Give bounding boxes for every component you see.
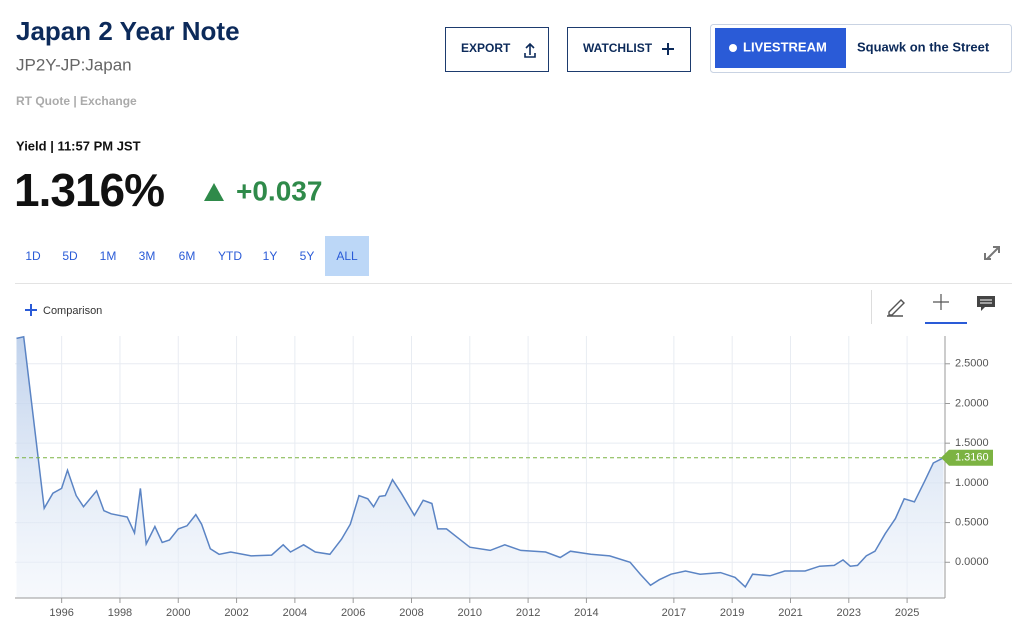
x-tick-label: 2025 <box>895 607 919 619</box>
expand-icon[interactable] <box>984 246 1000 260</box>
crosshair-icon[interactable] <box>933 294 949 310</box>
show-name: Squawk on the Street <box>857 39 990 54</box>
up-arrow <box>204 183 224 201</box>
watchlist-button[interactable]: WATCHLIST <box>567 27 691 72</box>
range-label: 1Y <box>263 249 278 263</box>
x-tick-label: 2014 <box>574 607 598 619</box>
button-label: WATCHLIST <box>583 41 653 55</box>
range-button[interactable]: YTD <box>218 249 242 263</box>
current-value-label: 1.3160 <box>955 452 989 464</box>
y-tick-label: 2.0000 <box>955 397 989 409</box>
livestream-label: LIVESTREAM <box>743 39 827 54</box>
line <box>16 335 944 589</box>
range-label: 1M <box>100 249 117 263</box>
y-tick-label: 0.5000 <box>955 516 989 528</box>
range-button[interactable]: 1D <box>25 249 41 263</box>
range-label: 5D <box>62 249 78 263</box>
button-label: EXPORT <box>461 41 511 55</box>
area <box>16 336 944 598</box>
y-tick-label: 1.0000 <box>955 477 989 489</box>
range-label: 3M <box>139 249 156 263</box>
x-tick-label: 1996 <box>49 607 73 619</box>
range-button[interactable]: ALL <box>325 236 369 276</box>
range-label: 6M <box>179 249 196 263</box>
x-tick-label: 1998 <box>108 607 132 619</box>
current-value-tag <box>941 449 993 466</box>
change: +0.037 <box>236 175 322 206</box>
x-tick-label: 2010 <box>458 607 482 619</box>
y-tick-label: 1.5000 <box>955 437 989 449</box>
x-tick-label: 2021 <box>778 607 802 619</box>
range-button[interactable]: 5Y <box>300 249 315 263</box>
x-tick-label: 2000 <box>166 607 190 619</box>
range-label: YTD <box>218 249 242 263</box>
comment-lines <box>980 299 992 304</box>
comparison-button[interactable]: Comparison <box>25 304 102 317</box>
range-button[interactable]: 1M <box>100 249 117 263</box>
range-label: ALL <box>336 249 358 263</box>
symbol: JP2Y-JP:Japan <box>16 55 132 74</box>
plus-icon <box>662 43 674 55</box>
button-frame <box>445 27 549 72</box>
range-button[interactable]: 1Y <box>263 249 278 263</box>
live-dot <box>729 44 737 52</box>
livestream-widget[interactable]: LIVESTREAM Squawk on the Street <box>710 24 1012 73</box>
x-tick-label: 2017 <box>662 607 686 619</box>
y-tick-label: 2.5000 <box>955 358 989 370</box>
chart: 0.0000 0.5000 1.0000 1.5000 2.0000 2.5000 1996… <box>15 335 993 619</box>
draw-icon[interactable] <box>887 299 905 317</box>
x-tick-label: 2023 <box>837 607 861 619</box>
export-button[interactable]: EXPORT <box>445 27 549 72</box>
range-button[interactable]: 3M <box>139 249 156 263</box>
x-tick-label: 2008 <box>399 607 423 619</box>
range-button[interactable]: 5D <box>62 249 78 263</box>
x-tick-label: 2019 <box>720 607 744 619</box>
x-tick-label: 2006 <box>341 607 365 619</box>
price: 1.316% <box>14 164 164 216</box>
page-title: Japan 2 Year Note <box>16 16 240 46</box>
x-tick-label: 2012 <box>516 607 540 619</box>
range-label: 1D <box>25 249 41 263</box>
quote-label: Yield | 11:57 PM JST <box>16 138 141 153</box>
range-selector: 1D 5D 1M 3M 6M YTD 1Y 5Y ALL <box>25 236 369 276</box>
x-tick-label: 2004 <box>283 607 307 619</box>
range-highlight <box>325 236 369 276</box>
source: RT Quote | Exchange <box>16 94 137 108</box>
comparison-label: Comparison <box>43 305 102 317</box>
export-icon <box>524 42 536 58</box>
range-label: 5Y <box>300 249 315 263</box>
y-tick-label: 0.0000 <box>955 556 989 568</box>
x-tick-label: 2002 <box>224 607 248 619</box>
plus-icon <box>25 304 37 316</box>
range-button[interactable]: 6M <box>179 249 196 263</box>
